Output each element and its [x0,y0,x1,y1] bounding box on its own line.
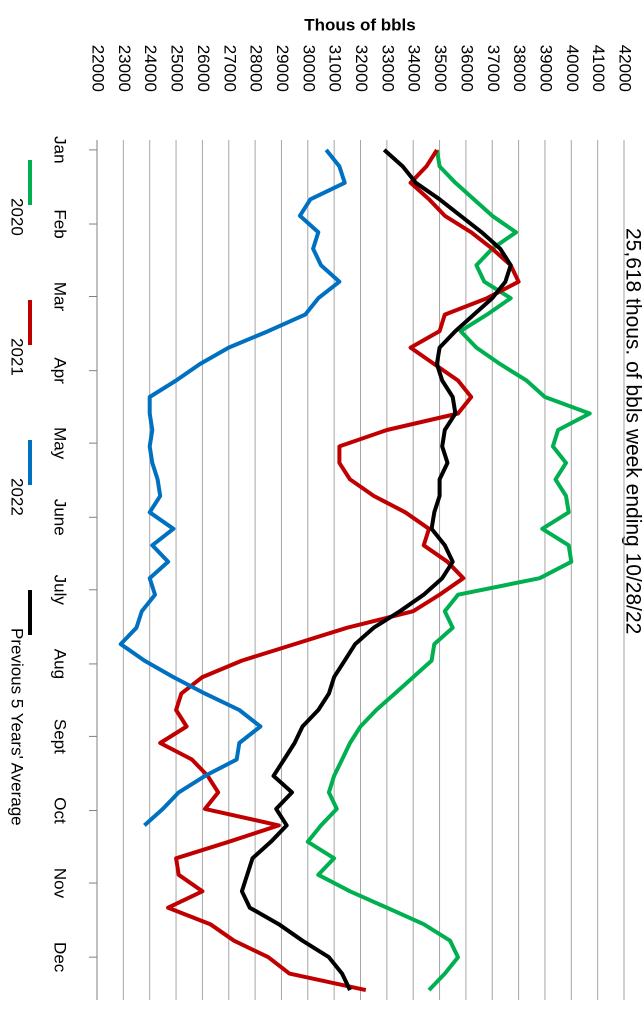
y-tick-label: 25000 [168,45,187,92]
legend-label: 2022 [8,478,27,516]
y-tick-label: 34000 [405,45,424,92]
legend-label: 2021 [8,338,27,376]
x-tick-label: Feb [51,209,70,238]
series-line [239,148,513,991]
y-tick-label: 24000 [141,45,160,92]
y-tick-label: 29000 [273,45,292,92]
x-tick-label: Dec [51,942,70,973]
x-tick-label: Apr [51,357,70,384]
legend-label: 2020 [8,198,27,236]
y-tick-label: 39000 [536,45,555,92]
x-tick-label: Jan [51,136,70,163]
y-tick-label: 35000 [431,45,450,92]
y-tick-label: 41000 [589,45,608,92]
y-tick-label: 28000 [247,45,266,92]
y-tick-label: 40000 [563,45,582,92]
y-tick-label: 26000 [194,45,213,92]
x-tick-label: June [51,499,70,536]
x-tick-label: Mar [51,282,70,312]
x-tick-label: Oct [51,797,70,824]
y-tick-label: 36000 [457,45,476,92]
y-tick-label: 31000 [326,45,345,92]
series-line [158,148,521,993]
y-tick-label: 37000 [484,45,503,92]
x-tick-label: Sept [51,719,70,754]
x-tick-label: July [51,575,70,606]
y-tick-label: 30000 [299,45,318,92]
x-tick-label: Aug [51,649,70,679]
y-tick-label: 27000 [220,45,239,92]
y-tick-label: 32000 [352,45,371,92]
y-tick-label: 33000 [378,45,397,92]
x-tick-label: May [51,427,70,460]
y-tick-label: 23000 [115,45,134,92]
y-tick-label: 38000 [510,45,529,92]
chart-title: 25,618 thous. of bbls week ending 10/28/… [621,228,642,634]
y-tick-label: 22000 [89,45,108,92]
series-line [118,148,347,827]
y-tick-label: 42000 [616,45,635,92]
legend-label: Previous 5 Years' Average [8,628,27,826]
x-tick-label: Nov [51,868,70,899]
y-axis-title: Thous of bbls [304,15,415,34]
